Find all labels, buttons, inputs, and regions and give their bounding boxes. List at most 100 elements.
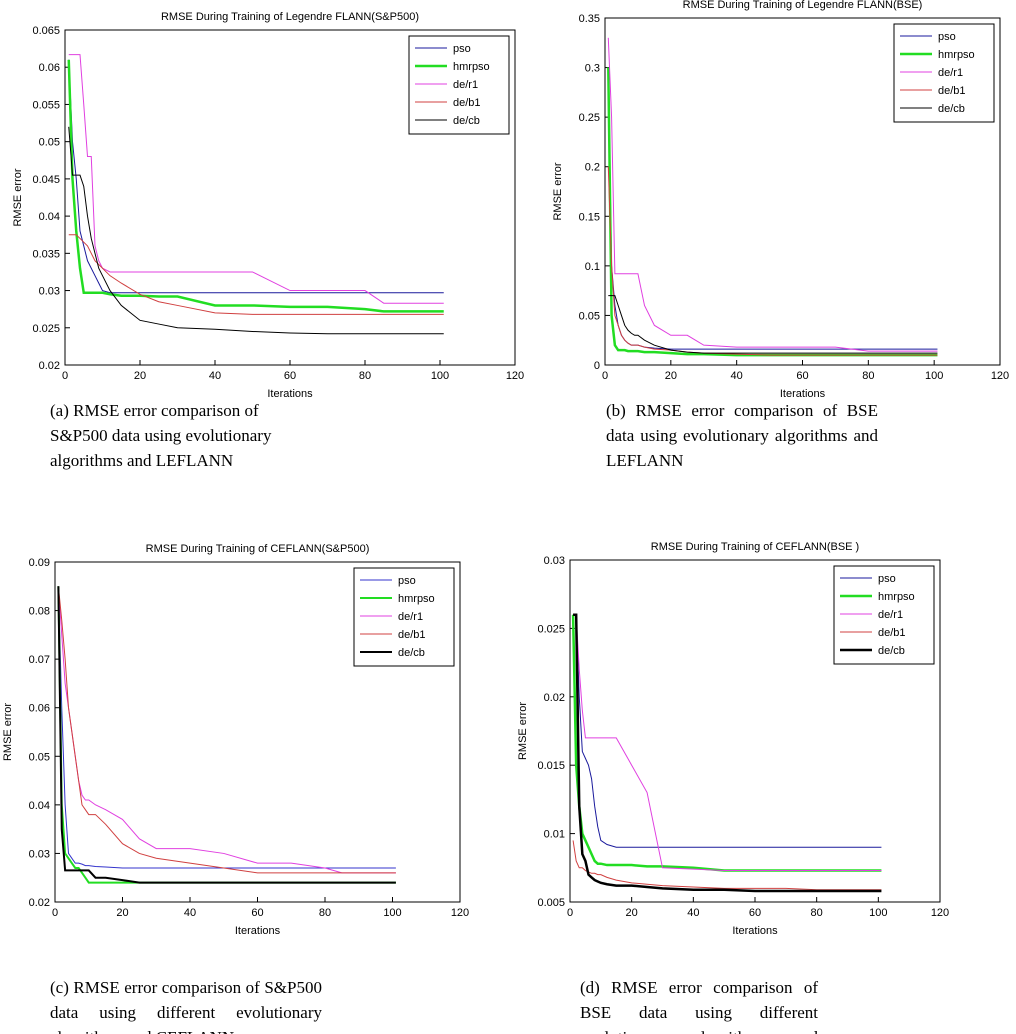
legend-label: de/cb xyxy=(398,647,425,659)
x-tick-label: 60 xyxy=(796,370,808,382)
y-tick-label: 0.03 xyxy=(29,848,50,860)
x-tick-label: 120 xyxy=(931,907,949,919)
y-tick-label: 0.3 xyxy=(585,63,600,75)
x-tick-label: 120 xyxy=(991,370,1009,382)
y-tick-label: 0.2 xyxy=(585,162,600,174)
y-tick-label: 0.025 xyxy=(537,623,565,635)
x-tick-label: 20 xyxy=(665,370,677,382)
legend-label: de/b1 xyxy=(938,85,966,97)
x-axis-label: Iterations xyxy=(780,388,826,400)
series-line xyxy=(57,586,396,884)
legend-label: de/r1 xyxy=(453,79,478,91)
series-line xyxy=(68,234,444,315)
x-tick-label: 120 xyxy=(506,370,524,382)
series-line xyxy=(57,586,396,869)
y-tick-label: 0.055 xyxy=(32,99,60,111)
legend-label: pso xyxy=(938,31,956,43)
x-tick-label: 60 xyxy=(749,907,761,919)
x-tick-label: 0 xyxy=(567,907,573,919)
x-tick-label: 60 xyxy=(251,907,263,919)
y-axis-label: RMSE error xyxy=(552,162,564,220)
x-tick-label: 60 xyxy=(284,370,296,382)
series-line xyxy=(572,840,882,891)
x-tick-label: 20 xyxy=(116,907,128,919)
series-line xyxy=(607,37,938,352)
legend-box xyxy=(893,23,995,123)
legend-label: de/r1 xyxy=(938,67,963,79)
y-tick-label: 0.08 xyxy=(29,606,50,618)
legend-box xyxy=(408,35,510,135)
x-tick-label: 100 xyxy=(869,907,887,919)
legend-label: de/r1 xyxy=(398,611,423,623)
caption: (b) RMSE error comparison of BSE data us… xyxy=(606,401,878,470)
legend-label: de/r1 xyxy=(878,609,903,621)
legend-label: de/cb xyxy=(938,103,965,115)
chart-title: RMSE During Training of CEFLANN(S&P500) xyxy=(146,543,370,555)
y-tick-label: 0.005 xyxy=(537,897,565,909)
x-tick-label: 0 xyxy=(602,370,608,382)
y-tick-label: 0.25 xyxy=(579,112,600,124)
y-tick-label: 0.02 xyxy=(39,360,60,372)
chart-title: RMSE During Training of CEFLANN(BSE ) xyxy=(651,541,859,553)
y-tick-label: 0.03 xyxy=(544,555,565,567)
y-tick-label: 0.07 xyxy=(29,654,50,666)
chart-title: RMSE During Training of Legendre FLANN(S… xyxy=(161,11,419,23)
y-tick-label: 0.35 xyxy=(579,13,600,25)
y-tick-label: 0.01 xyxy=(544,829,565,841)
y-tick-label: 0.09 xyxy=(29,557,50,569)
x-tick-label: 120 xyxy=(451,907,469,919)
y-tick-label: 0.035 xyxy=(32,248,60,260)
x-tick-label: 100 xyxy=(925,370,943,382)
x-tick-label: 40 xyxy=(184,907,196,919)
legend-label: pso xyxy=(398,575,416,587)
y-tick-label: 0.1 xyxy=(585,261,600,273)
caption: (c) RMSE error comparison of S&P500 data… xyxy=(50,978,322,1034)
x-tick-label: 40 xyxy=(209,370,221,382)
series-line xyxy=(68,54,444,304)
x-tick-label: 40 xyxy=(687,907,699,919)
series-line xyxy=(573,613,882,893)
y-tick-label: 0.15 xyxy=(579,211,600,223)
series-line xyxy=(57,586,396,874)
y-tick-label: 0.02 xyxy=(544,692,565,704)
series-line xyxy=(607,166,938,356)
y-tick-label: 0.045 xyxy=(32,174,60,186)
y-tick-label: 0.04 xyxy=(39,211,60,223)
x-tick-label: 80 xyxy=(862,370,874,382)
y-tick-label: 0.05 xyxy=(579,310,600,322)
y-tick-label: 0.02 xyxy=(29,897,50,909)
x-tick-label: 80 xyxy=(319,907,331,919)
legend-label: de/b1 xyxy=(878,627,906,639)
x-tick-label: 20 xyxy=(134,370,146,382)
y-tick-label: 0.05 xyxy=(39,137,60,149)
y-tick-label: 0.06 xyxy=(39,62,60,74)
caption: (a) RMSE error comparison of S&P500 data… xyxy=(50,401,272,470)
y-tick-label: 0.03 xyxy=(39,286,60,298)
x-tick-label: 100 xyxy=(383,907,401,919)
x-tick-label: 80 xyxy=(359,370,371,382)
x-tick-label: 20 xyxy=(626,907,638,919)
legend-box xyxy=(353,567,455,667)
legend-label: hmrpso xyxy=(938,49,975,61)
legend-box xyxy=(833,565,935,665)
series-line xyxy=(68,126,444,335)
y-tick-label: 0.04 xyxy=(29,800,50,812)
y-tick-label: 0.025 xyxy=(32,323,60,335)
series-line xyxy=(67,59,444,313)
x-axis-label: Iterations xyxy=(732,925,778,937)
x-tick-label: 40 xyxy=(731,370,743,382)
y-axis-label: RMSE error xyxy=(2,703,14,761)
legend-label: hmrpso xyxy=(878,591,915,603)
legend-label: de/cb xyxy=(453,115,480,127)
x-tick-label: 80 xyxy=(811,907,823,919)
y-tick-label: 0 xyxy=(594,360,600,372)
legend-label: de/cb xyxy=(878,645,905,657)
y-tick-label: 0.06 xyxy=(29,703,50,715)
series-line xyxy=(573,614,882,872)
x-axis-label: Iterations xyxy=(235,925,281,937)
y-axis-label: RMSE error xyxy=(12,168,24,226)
caption: (d) RMSE error comparison of BSE data us… xyxy=(580,978,818,1034)
x-tick-label: 0 xyxy=(62,370,68,382)
